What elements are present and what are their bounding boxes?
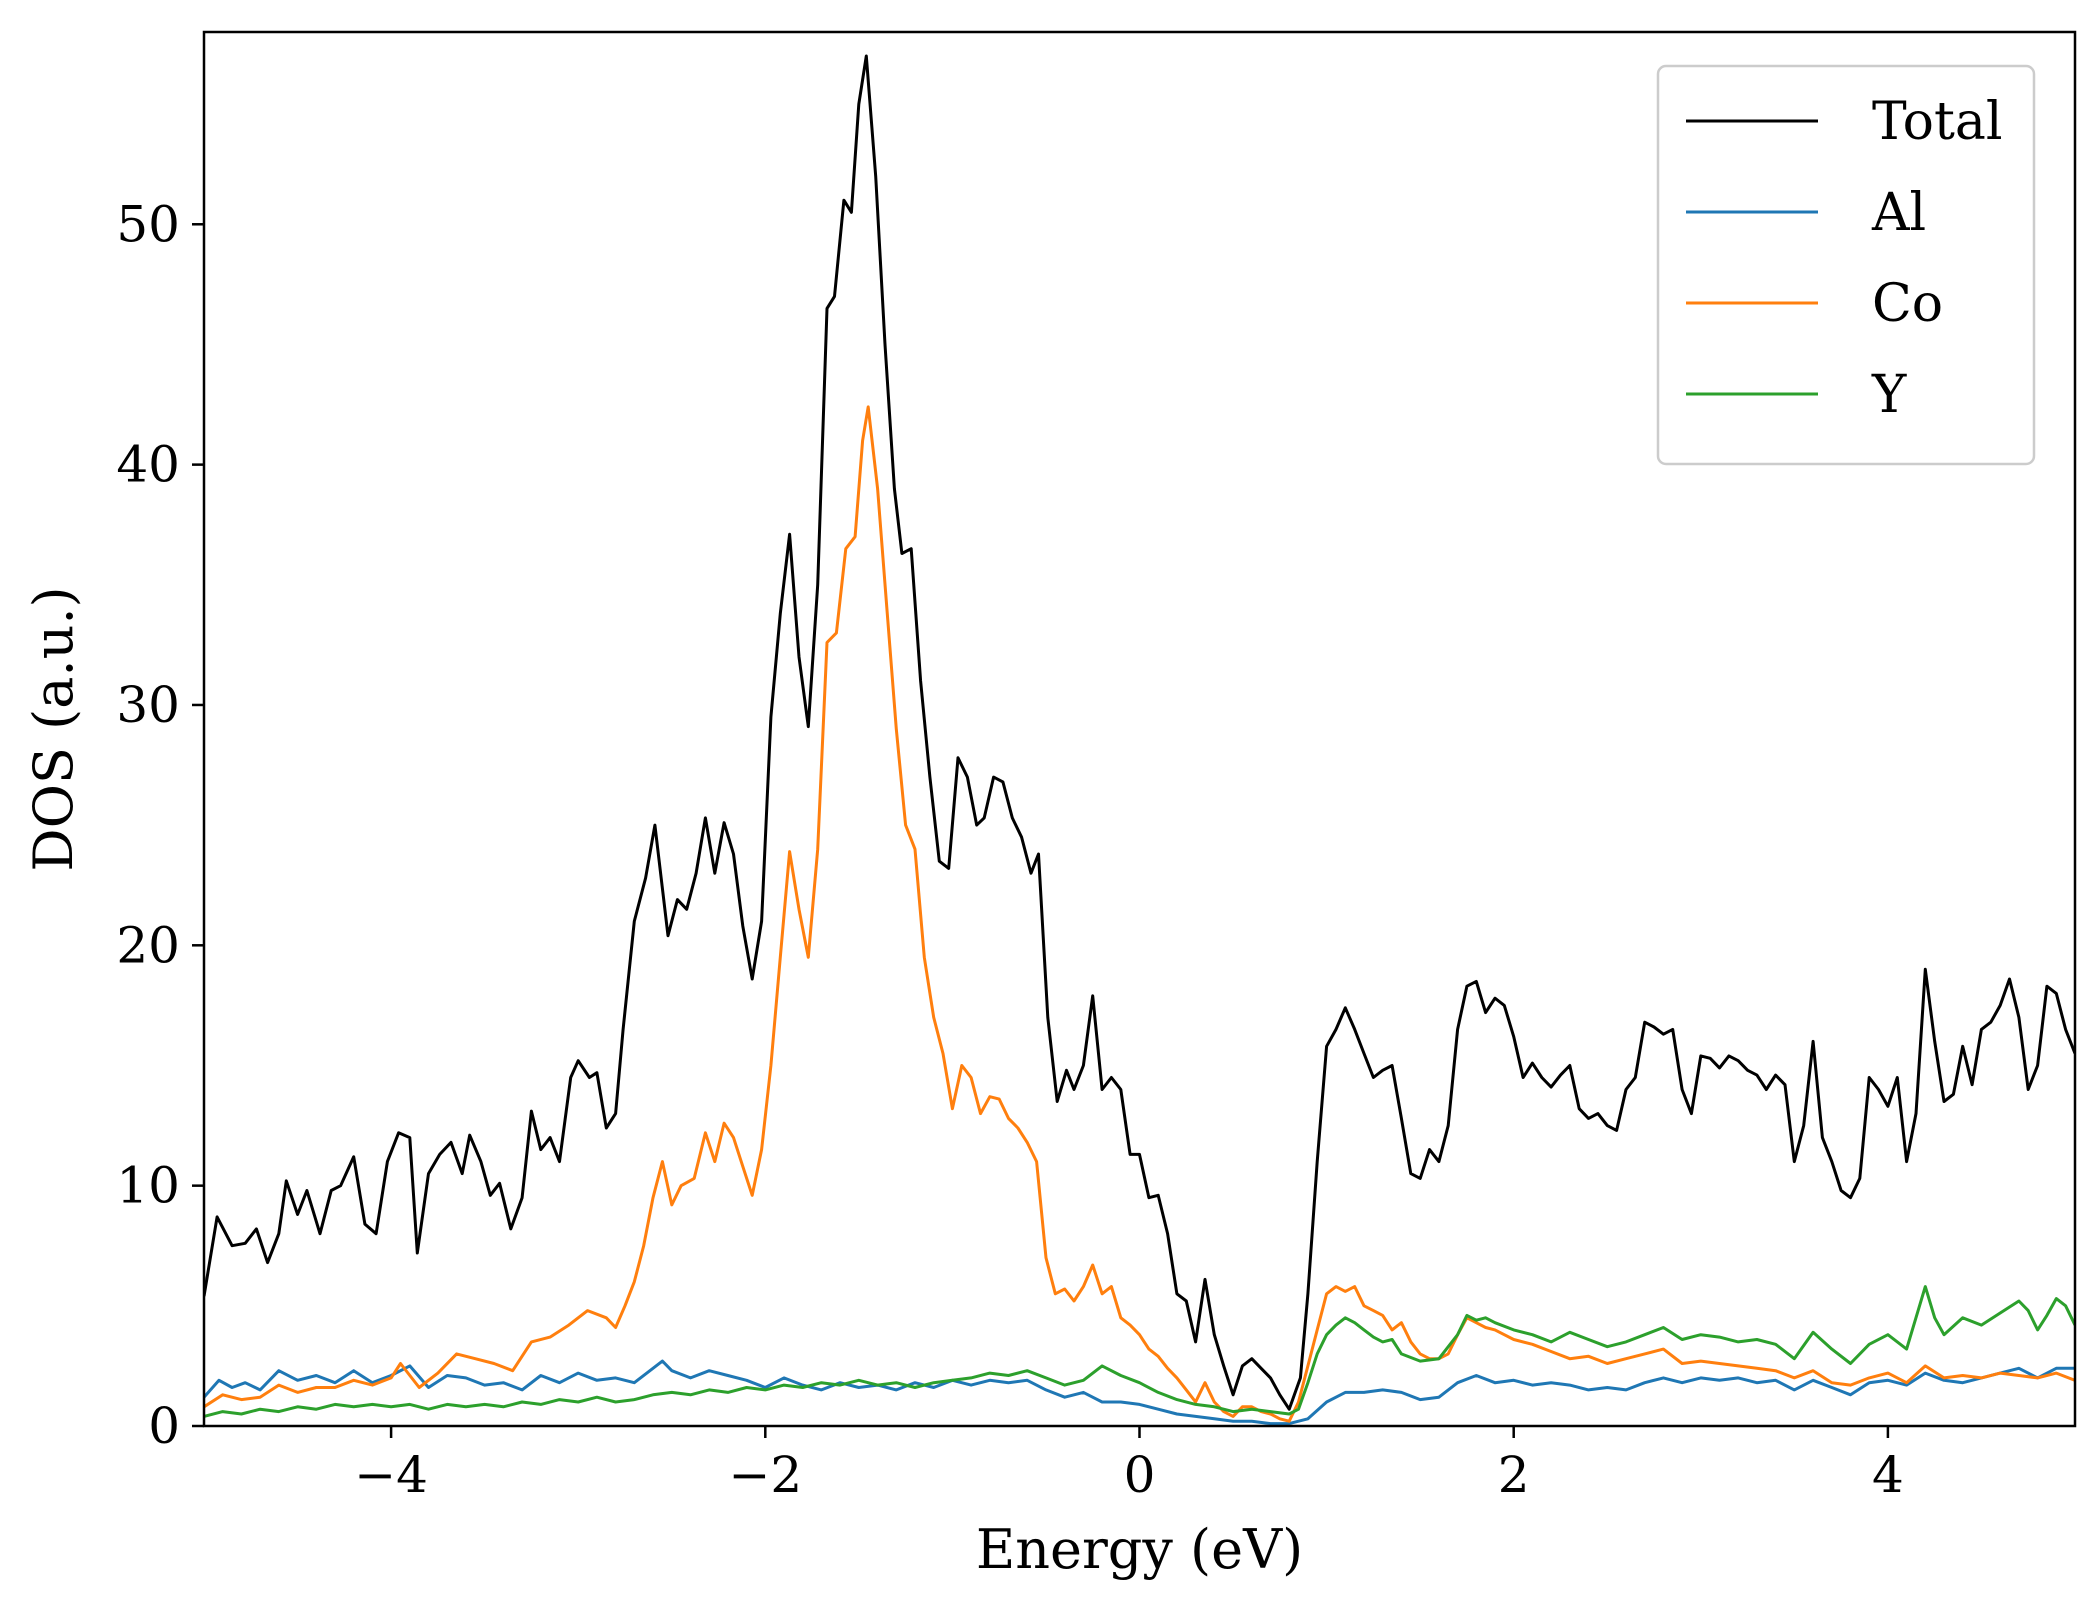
x-tick-label: −4 (354, 1446, 428, 1504)
x-axis-label: Energy (eV) (976, 1518, 1303, 1581)
legend-box (1656, 64, 2036, 466)
x-tick-label: 4 (1872, 1446, 1904, 1504)
x-tick-label: −2 (728, 1446, 802, 1504)
y-tick-label: 40 (116, 436, 180, 494)
legend: Total Al Co Y (1656, 64, 2036, 466)
series-line-co (204, 405, 2075, 1423)
y-tick-label: 30 (116, 676, 180, 734)
series-line-y (204, 1285, 2075, 1418)
x-tick-label: 2 (1498, 1446, 1530, 1504)
y-tick-label: 0 (148, 1397, 180, 1455)
y-axis-label: DOS (a.u.) (22, 586, 85, 871)
legend-label-al: Al (1871, 183, 1926, 243)
x-tick-label: 0 (1124, 1446, 1156, 1504)
y-tick-label: 10 (116, 1157, 180, 1215)
y-tick-label: 20 (116, 916, 180, 974)
legend-label-total: Total (1872, 92, 2002, 152)
legend-label-co: Co (1872, 274, 1943, 334)
y-tick-label: 50 (116, 195, 180, 253)
series-line-total (204, 54, 2075, 1411)
plot-lines (204, 54, 2075, 1426)
legend-label-y: Y (1871, 365, 1907, 425)
series-line-al (204, 1359, 2075, 1426)
